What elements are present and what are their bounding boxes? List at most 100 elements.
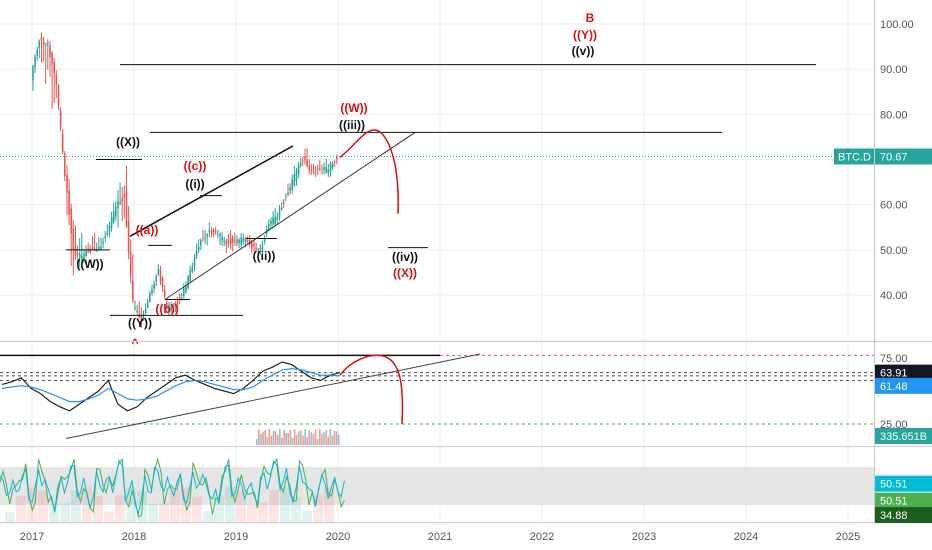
- drawing-layer[interactable]: ^: [0, 64, 874, 350]
- candle-body[interactable]: [134, 307, 136, 309]
- candle-body[interactable]: [61, 133, 64, 153]
- candle-body[interactable]: [212, 229, 215, 233]
- ind1-series-line[interactable]: [1, 367, 341, 403]
- candle-body[interactable]: [276, 216, 279, 221]
- candle-body[interactable]: [185, 285, 187, 293]
- ind1-series-line[interactable]: [1, 361, 341, 412]
- candle-body[interactable]: [174, 302, 177, 308]
- candle-body[interactable]: [176, 301, 179, 304]
- candle-body[interactable]: [132, 280, 134, 301]
- candle-body[interactable]: [321, 169, 323, 171]
- candle-body[interactable]: [263, 237, 266, 242]
- candle-body[interactable]: [110, 216, 113, 228]
- candle-body[interactable]: [59, 110, 62, 128]
- candle-body[interactable]: [112, 211, 115, 223]
- candle-body[interactable]: [183, 287, 185, 296]
- candle-body[interactable]: [251, 242, 253, 249]
- ind2-series-line[interactable]: [0, 459, 345, 516]
- candle-body[interactable]: [248, 239, 251, 245]
- candle-body[interactable]: [163, 290, 166, 297]
- candle-body[interactable]: [202, 237, 204, 239]
- candle-body[interactable]: [236, 239, 238, 244]
- candle-body[interactable]: [289, 187, 291, 191]
- candle-body[interactable]: [240, 237, 242, 245]
- candle-body[interactable]: [44, 44, 47, 46]
- candle-body[interactable]: [102, 241, 104, 244]
- candle-body[interactable]: [329, 163, 332, 173]
- candle-body[interactable]: [304, 155, 306, 161]
- candle-body[interactable]: [166, 302, 168, 309]
- candle-body[interactable]: [287, 192, 289, 195]
- candle-body[interactable]: [282, 201, 285, 204]
- candle-body[interactable]: [121, 198, 123, 202]
- candle-body[interactable]: [217, 234, 219, 236]
- candle-body[interactable]: [255, 247, 257, 250]
- candle-body[interactable]: [151, 289, 153, 294]
- candle-body[interactable]: [129, 251, 132, 276]
- candle-body[interactable]: [314, 171, 317, 173]
- candle-body[interactable]: [333, 161, 336, 163]
- ind1-trendline[interactable]: [65, 353, 481, 440]
- candle-body[interactable]: [159, 269, 162, 281]
- candle-body[interactable]: [272, 217, 274, 225]
- candle-body[interactable]: [261, 245, 264, 250]
- candle-body[interactable]: [117, 200, 119, 209]
- candle-body[interactable]: [316, 169, 319, 171]
- candle-body[interactable]: [70, 207, 72, 234]
- candle-body[interactable]: [259, 247, 262, 250]
- candle-body[interactable]: [125, 192, 128, 227]
- projection-curve[interactable]: [339, 129, 399, 214]
- candle-body[interactable]: [327, 169, 330, 174]
- candle-body[interactable]: [180, 294, 183, 296]
- candle-body[interactable]: [36, 49, 38, 56]
- candle-body[interactable]: [47, 43, 49, 45]
- candle-body[interactable]: [270, 220, 272, 225]
- candle-body[interactable]: [74, 247, 77, 256]
- candle-body[interactable]: [293, 174, 296, 186]
- candle-body[interactable]: [231, 237, 234, 244]
- candle-body[interactable]: [32, 66, 34, 81]
- indicator-pane-2[interactable]: [0, 457, 874, 522]
- candle-body[interactable]: [214, 231, 217, 233]
- candle-body[interactable]: [336, 156, 338, 160]
- lower-trendline[interactable]: [164, 131, 416, 300]
- candle-body[interactable]: [193, 256, 196, 267]
- candle-body[interactable]: [253, 243, 255, 247]
- candle-body[interactable]: [51, 52, 53, 65]
- candle-body[interactable]: [187, 276, 189, 289]
- candle-body[interactable]: [42, 41, 45, 45]
- candle-body[interactable]: [153, 284, 155, 289]
- candle-body[interactable]: [81, 255, 83, 260]
- candle-body[interactable]: [91, 246, 94, 249]
- candle-body[interactable]: [38, 41, 41, 48]
- candle-body[interactable]: [172, 307, 174, 309]
- candle-body[interactable]: [49, 45, 51, 58]
- price-candles[interactable]: [32, 32, 338, 329]
- candle-body[interactable]: [155, 276, 157, 282]
- candle-body[interactable]: [325, 167, 327, 172]
- candle-body[interactable]: [178, 297, 181, 301]
- candle-body[interactable]: [291, 179, 293, 190]
- candle-body[interactable]: [76, 253, 79, 255]
- candle-body[interactable]: [87, 251, 89, 253]
- candle-body[interactable]: [206, 234, 208, 237]
- candle-body[interactable]: [295, 170, 298, 181]
- candle-body[interactable]: [68, 190, 70, 215]
- ind2-series-line[interactable]: [0, 457, 345, 518]
- candle-body[interactable]: [100, 246, 102, 249]
- candle-body[interactable]: [57, 85, 60, 106]
- candle-body[interactable]: [319, 168, 321, 170]
- candle-body[interactable]: [168, 304, 170, 312]
- candle-body[interactable]: [200, 239, 202, 246]
- candle-body[interactable]: [66, 174, 68, 193]
- candle-body[interactable]: [136, 310, 138, 312]
- candle-body[interactable]: [285, 196, 287, 198]
- candle-body[interactable]: [306, 160, 308, 167]
- candle-body[interactable]: [104, 236, 106, 239]
- candle-body[interactable]: [83, 253, 85, 262]
- candle-body[interactable]: [146, 302, 149, 308]
- candle-body[interactable]: [72, 228, 75, 250]
- candle-body[interactable]: [310, 169, 313, 171]
- candle-body[interactable]: [161, 278, 164, 288]
